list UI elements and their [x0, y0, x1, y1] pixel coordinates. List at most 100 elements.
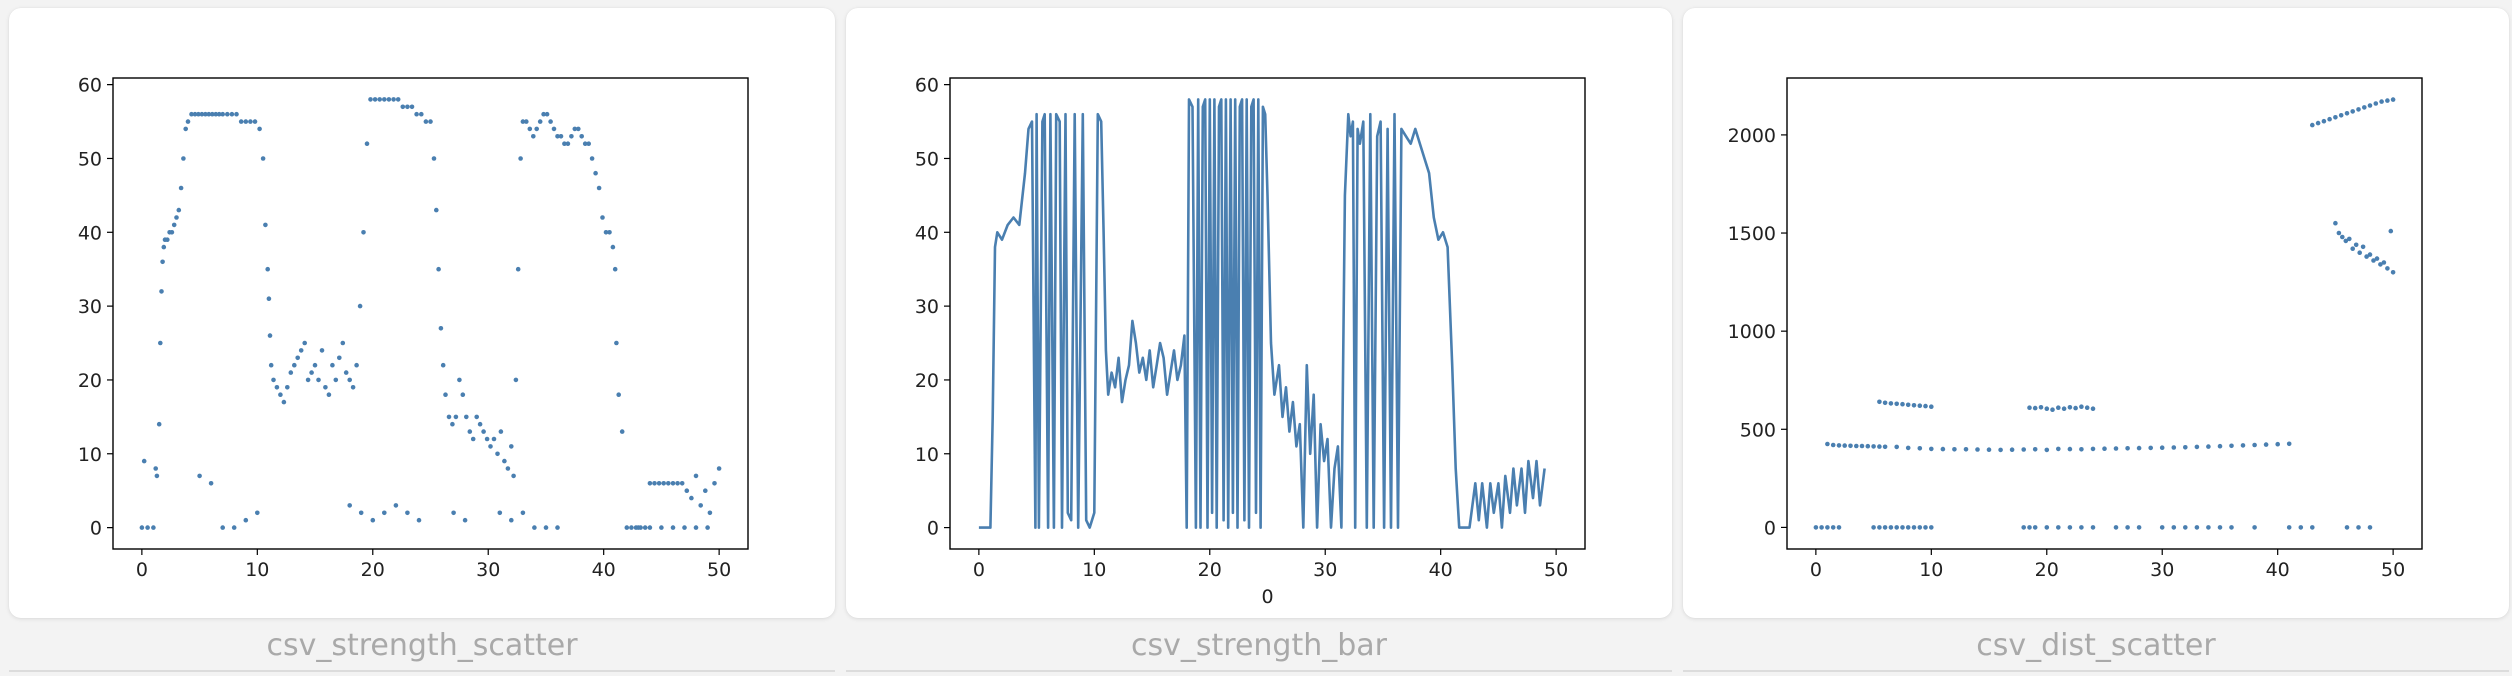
data-point	[2102, 446, 2107, 452]
data-point	[414, 111, 419, 117]
data-point	[350, 385, 356, 390]
data-point	[541, 111, 546, 117]
data-point	[569, 134, 574, 139]
data-point	[689, 495, 694, 501]
data-point	[1952, 447, 1957, 452]
data-point	[2038, 405, 2044, 410]
data-point	[2367, 103, 2373, 108]
y-tick-label: 60	[78, 75, 102, 97]
data-point	[316, 377, 321, 383]
chart-svg: 0 10 20 30 40 50 0 10 20 30 40 50 60 0	[915, 75, 1586, 608]
data-point	[1998, 447, 2003, 453]
data-point	[2027, 405, 2032, 411]
data-point	[624, 525, 630, 530]
data-point	[484, 436, 490, 442]
data-point	[684, 488, 690, 494]
data-point	[527, 126, 533, 132]
data-point	[610, 244, 616, 250]
data-point	[670, 525, 676, 530]
data-point	[576, 126, 581, 132]
data-point	[151, 525, 156, 530]
data-point	[1865, 443, 1871, 449]
data-point	[243, 517, 249, 523]
data-point	[460, 392, 466, 398]
data-point	[145, 525, 150, 530]
data-point	[271, 377, 276, 383]
data-point	[693, 473, 699, 479]
data-point	[243, 119, 249, 124]
data-point	[196, 111, 201, 117]
x-tick-label: 50	[1544, 559, 1568, 581]
data-point	[477, 421, 483, 427]
data-point	[370, 517, 376, 523]
data-point	[2194, 525, 2200, 530]
data-point	[1813, 525, 1819, 530]
data-point	[1836, 443, 1842, 448]
y-tick-label: 0	[927, 518, 939, 540]
data-point	[2315, 120, 2321, 126]
data-point	[171, 222, 177, 228]
data-point	[2336, 230, 2342, 236]
data-point	[181, 156, 186, 161]
data-point	[532, 525, 537, 530]
data-point	[295, 355, 301, 361]
data-point	[582, 141, 588, 146]
data-point	[586, 141, 591, 146]
data-point	[481, 429, 486, 434]
data-point	[2385, 98, 2390, 103]
caption-underline	[846, 670, 1672, 672]
y-tick-label: 30	[78, 296, 102, 318]
data-point	[1929, 404, 1934, 410]
data-point	[391, 97, 396, 102]
series-line	[978, 98, 1546, 529]
data-point	[161, 244, 167, 250]
data-point	[428, 119, 433, 124]
y-tick-label: 0	[1764, 517, 1776, 539]
data-point	[2125, 446, 2130, 451]
data-point	[1848, 443, 1853, 449]
data-point	[2044, 525, 2050, 530]
data-point	[257, 126, 262, 132]
data-point	[619, 429, 625, 434]
data-point	[2343, 238, 2349, 244]
data-point	[2347, 236, 2352, 242]
data-point	[534, 126, 539, 132]
data-point	[2044, 406, 2050, 412]
data-point	[156, 421, 162, 427]
data-point	[562, 141, 567, 146]
x-tick-label: 10	[245, 559, 269, 581]
data-point	[1882, 444, 1888, 450]
data-point	[2350, 109, 2355, 114]
data-point	[629, 525, 634, 530]
data-point	[675, 481, 680, 486]
data-point	[347, 377, 353, 383]
data-point	[509, 517, 514, 523]
data-point	[292, 362, 297, 368]
x-tick-label: 30	[1313, 559, 1337, 581]
data-point	[386, 97, 392, 102]
data-point	[347, 503, 353, 508]
data-point	[2148, 445, 2153, 451]
data-point	[491, 436, 497, 442]
data-point	[647, 481, 653, 486]
data-point	[600, 215, 605, 220]
data-point	[2367, 252, 2373, 257]
data-point	[1836, 525, 1842, 530]
data-point	[495, 451, 500, 457]
data-point	[1905, 402, 1911, 408]
data-point	[165, 237, 170, 242]
data-point	[596, 185, 602, 191]
data-point	[364, 141, 370, 146]
data-point	[1871, 444, 1876, 449]
data-point	[443, 392, 448, 398]
data-point	[2327, 116, 2332, 122]
data-point	[1882, 400, 1888, 406]
data-point	[579, 134, 584, 139]
data-point	[698, 503, 703, 508]
plot-frame	[949, 77, 1586, 550]
data-point	[2136, 445, 2142, 451]
data-point	[1842, 443, 1847, 448]
y-tick-label: 40	[78, 222, 102, 244]
data-point	[288, 370, 294, 375]
data-point	[368, 97, 373, 102]
